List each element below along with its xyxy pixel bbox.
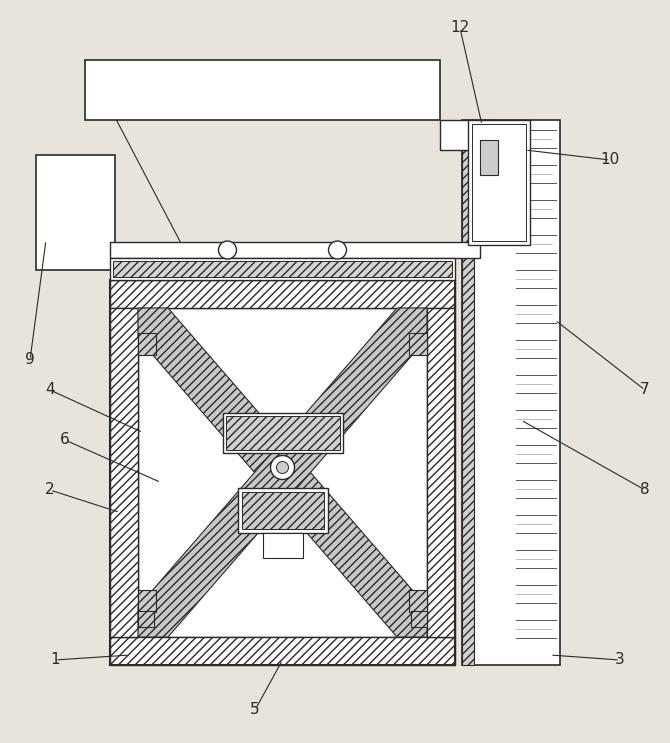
Text: 3: 3 [615,652,625,667]
Text: 7: 7 [641,383,650,398]
Circle shape [271,455,295,479]
Bar [480,140,498,175]
Bar [110,258,455,280]
Text: 9: 9 [25,352,35,368]
Text: 2: 2 [45,482,55,498]
Bar [462,120,474,665]
Polygon shape [138,333,156,355]
Bar [110,280,455,665]
Polygon shape [427,308,455,637]
Bar [237,487,328,533]
Text: 12: 12 [450,21,470,36]
Polygon shape [110,280,455,308]
Text: 4: 4 [45,383,55,398]
Bar [36,155,115,270]
Circle shape [218,241,237,259]
Text: 6: 6 [60,432,70,447]
Circle shape [328,241,346,259]
Text: 5: 5 [250,702,260,718]
Bar [468,120,530,245]
Bar [472,124,526,241]
Bar [113,261,452,277]
Bar [226,415,340,450]
Polygon shape [138,590,156,612]
Bar [263,533,302,557]
Polygon shape [110,637,455,665]
Bar [138,308,427,637]
Text: 1: 1 [50,652,60,667]
Polygon shape [110,308,138,637]
Polygon shape [409,590,427,612]
Bar [110,242,480,258]
Bar [462,120,560,665]
Polygon shape [138,308,427,637]
Polygon shape [409,333,427,355]
Text: 8: 8 [641,482,650,498]
Polygon shape [411,611,427,627]
Bar [222,412,342,452]
Polygon shape [138,308,427,637]
Circle shape [277,461,289,473]
Text: 10: 10 [600,152,620,167]
Polygon shape [138,611,154,627]
Bar [440,120,493,150]
Bar [241,492,324,528]
Bar [85,60,440,120]
